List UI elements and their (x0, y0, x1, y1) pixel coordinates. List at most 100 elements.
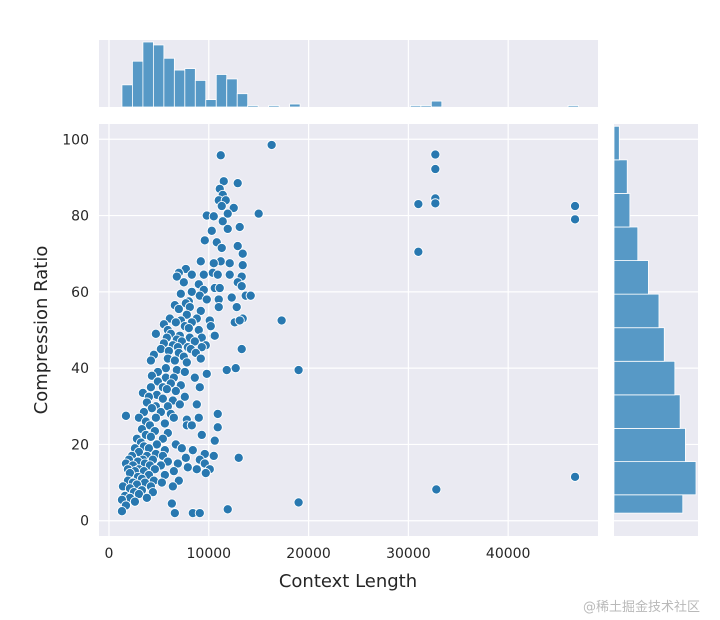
data-point (430, 163, 441, 175)
data-point (214, 282, 225, 294)
data-point (178, 277, 189, 288)
data-point (145, 431, 156, 442)
data-point (237, 248, 248, 259)
data-point (194, 508, 205, 519)
data-points (116, 139, 581, 519)
data-point (215, 150, 226, 161)
data-point (159, 418, 170, 429)
histogram-bar (215, 74, 228, 108)
histogram-bar (613, 293, 660, 329)
x-tick-label: 20000 (286, 546, 331, 562)
histogram-bar (613, 159, 628, 194)
x-tick-label: 30000 (386, 546, 431, 562)
data-point (170, 317, 181, 328)
data-point (179, 391, 190, 402)
data-point (191, 399, 202, 410)
data-point (173, 303, 184, 315)
histogram-bar (430, 100, 443, 108)
data-point (182, 462, 193, 473)
data-point (167, 481, 178, 492)
x-tick-labels: 0 10000 20000 30000 40000 (105, 546, 531, 562)
data-point (171, 271, 182, 282)
data-point (150, 328, 161, 339)
data-point (253, 208, 264, 219)
data-point (141, 492, 152, 503)
data-point (156, 477, 167, 488)
data-point (209, 435, 220, 446)
data-point (194, 382, 205, 393)
histogram-bar (184, 68, 196, 108)
data-point (231, 302, 242, 313)
data-point (222, 504, 233, 515)
data-point (201, 368, 212, 379)
histogram-bar (247, 105, 259, 108)
data-point (216, 242, 227, 254)
data-point (208, 211, 219, 222)
data-point (195, 256, 206, 267)
data-point (181, 357, 192, 368)
data-point (569, 214, 581, 225)
y-tick-label: 60 (71, 285, 89, 301)
data-point (168, 466, 179, 477)
histogram-bar (142, 41, 154, 108)
histogram-bar (205, 99, 217, 108)
data-point (179, 366, 190, 378)
x-tick-label: 10000 (187, 546, 232, 562)
data-point (237, 260, 248, 271)
histogram-bar (613, 193, 631, 228)
data-point (569, 471, 581, 482)
data-point (200, 468, 211, 479)
histogram-bar (613, 226, 639, 261)
histogram-bar (236, 93, 249, 108)
data-point (430, 149, 441, 160)
data-point (205, 321, 216, 332)
y-tick-label: 100 (62, 132, 89, 148)
data-point (189, 372, 200, 383)
data-point (195, 353, 206, 364)
data-point (222, 223, 233, 234)
histogram-bar (613, 394, 681, 429)
data-point (221, 365, 232, 376)
data-point (213, 302, 224, 313)
histogram-bar (226, 78, 238, 108)
data-point (186, 420, 197, 431)
histogram-bar (289, 103, 301, 108)
data-point (208, 450, 219, 461)
watermark: @稀土掘金技术社区 (583, 600, 701, 615)
data-point (174, 399, 185, 410)
data-point (170, 385, 181, 397)
data-point (199, 235, 210, 246)
x-axis-label: Context Length (279, 571, 417, 592)
histogram-bar (163, 57, 175, 108)
data-point (166, 498, 177, 509)
histogram-bar (152, 44, 165, 108)
data-point (236, 344, 247, 355)
data-point (230, 363, 241, 374)
data-point (186, 269, 197, 280)
data-point (293, 365, 304, 376)
data-point (430, 198, 441, 209)
data-point (293, 497, 304, 508)
data-point (206, 225, 217, 236)
histogram-bar (613, 125, 620, 161)
data-point (276, 315, 287, 326)
data-point (120, 410, 131, 421)
data-point (216, 200, 227, 212)
data-point (161, 384, 172, 395)
marginal-x-histogram (99, 40, 598, 108)
data-point (233, 452, 244, 463)
histogram-bar (268, 105, 280, 108)
histogram-bar (613, 360, 676, 396)
data-point (413, 199, 424, 210)
data-point (222, 208, 233, 219)
x-tick-label: 0 (105, 546, 114, 562)
histogram-bar (132, 60, 144, 108)
data-point (413, 246, 424, 257)
data-point (266, 139, 277, 151)
marginal-y-histogram (613, 124, 698, 536)
y-tick-label: 0 (80, 514, 89, 530)
data-point (116, 506, 128, 517)
histogram-bar (613, 428, 686, 463)
x-tick-label: 40000 (486, 546, 531, 562)
